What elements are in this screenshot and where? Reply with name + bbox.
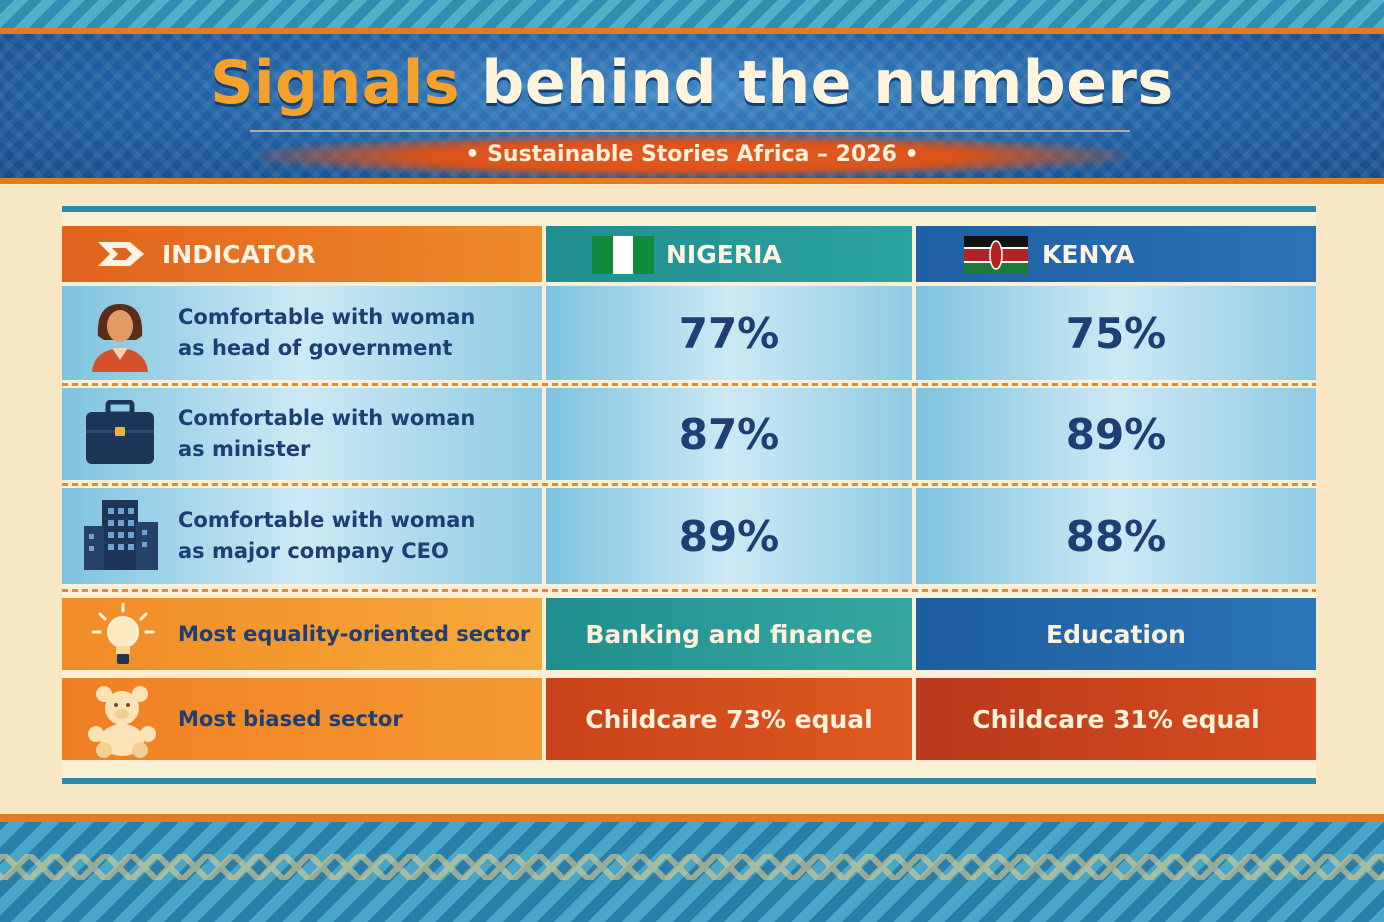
indicator-line1: Comfortable with woman (178, 508, 476, 532)
title-accent: Signals (210, 48, 460, 118)
top-pattern-band (0, 0, 1384, 34)
indicator-line2: as minister (178, 437, 311, 461)
comparison-table: INDICATOR NIGERIA KENYA Comfortable wi (62, 206, 1316, 784)
header-banner (0, 34, 1384, 180)
indicator-line2: as major company CEO (178, 539, 449, 563)
woman-icon (92, 304, 148, 372)
page-title: Signals behind the numbers (0, 48, 1384, 118)
value-kenya-2: 89% (916, 388, 1316, 480)
indicator-line1: Comfortable with woman (178, 305, 476, 329)
indicator-text-3: Comfortable with woman as major company … (178, 505, 475, 567)
page-subtitle: • Sustainable Stories Africa – 2026 • (465, 142, 919, 167)
header-nigeria: NIGERIA (546, 226, 912, 282)
indicator-cell-3: Comfortable with woman as major company … (62, 488, 542, 584)
header-divider (0, 178, 1384, 184)
title-rest: behind the numbers (481, 48, 1174, 118)
indicator-text-2: Comfortable with woman as minister (178, 403, 475, 465)
header-indicator-label: INDICATOR (162, 239, 316, 269)
arrow-icon (98, 242, 144, 266)
sector-equal-label: Most equality-oriented sector (178, 622, 531, 646)
office-building-icon (84, 500, 158, 570)
bottom-pattern-band (0, 814, 1384, 922)
teddy-bear-icon (88, 686, 156, 758)
value-kenya-3: 88% (916, 488, 1316, 584)
header-kenya: KENYA (916, 226, 1316, 282)
sector-biased-nigeria: Childcare 73% equal (546, 678, 912, 760)
sector-biased-label: Most biased sector (178, 707, 403, 731)
indicator-text-1: Comfortable with woman as head of govern… (178, 302, 475, 364)
value-kenya-1: 75% (916, 286, 1316, 380)
nigeria-flag-icon (592, 236, 654, 274)
indicator-line1: Comfortable with woman (178, 406, 476, 430)
indicator-cell-1: Comfortable with woman as head of govern… (62, 286, 542, 380)
row-divider (62, 483, 1316, 486)
indicator-cell-2: Comfortable with woman as minister (62, 388, 542, 480)
sector-biased-kenya: Childcare 31% equal (916, 678, 1316, 760)
value-nigeria-1: 77% (546, 286, 912, 380)
sector-equal-label-cell: Most equality-oriented sector (62, 598, 542, 670)
indicator-line2: as head of government (178, 336, 453, 360)
subtitle-ribbon (260, 134, 1124, 178)
title-underline (250, 130, 1130, 132)
row-divider (62, 589, 1316, 592)
header-nigeria-label: NIGERIA (666, 239, 782, 269)
value-nigeria-3: 89% (546, 488, 912, 584)
row-divider (62, 383, 1316, 386)
briefcase-icon (86, 400, 154, 464)
value-nigeria-2: 87% (546, 388, 912, 480)
sector-equal-nigeria: Banking and finance (546, 598, 912, 670)
header-kenya-label: KENYA (1042, 239, 1135, 269)
lightbulb-icon (91, 602, 155, 664)
sector-equal-kenya: Education (916, 598, 1316, 670)
header-indicator: INDICATOR (62, 226, 542, 282)
sector-biased-label-cell: Most biased sector (62, 678, 542, 760)
bottom-zigzag (0, 854, 1384, 880)
kenya-flag-icon (964, 236, 1028, 274)
